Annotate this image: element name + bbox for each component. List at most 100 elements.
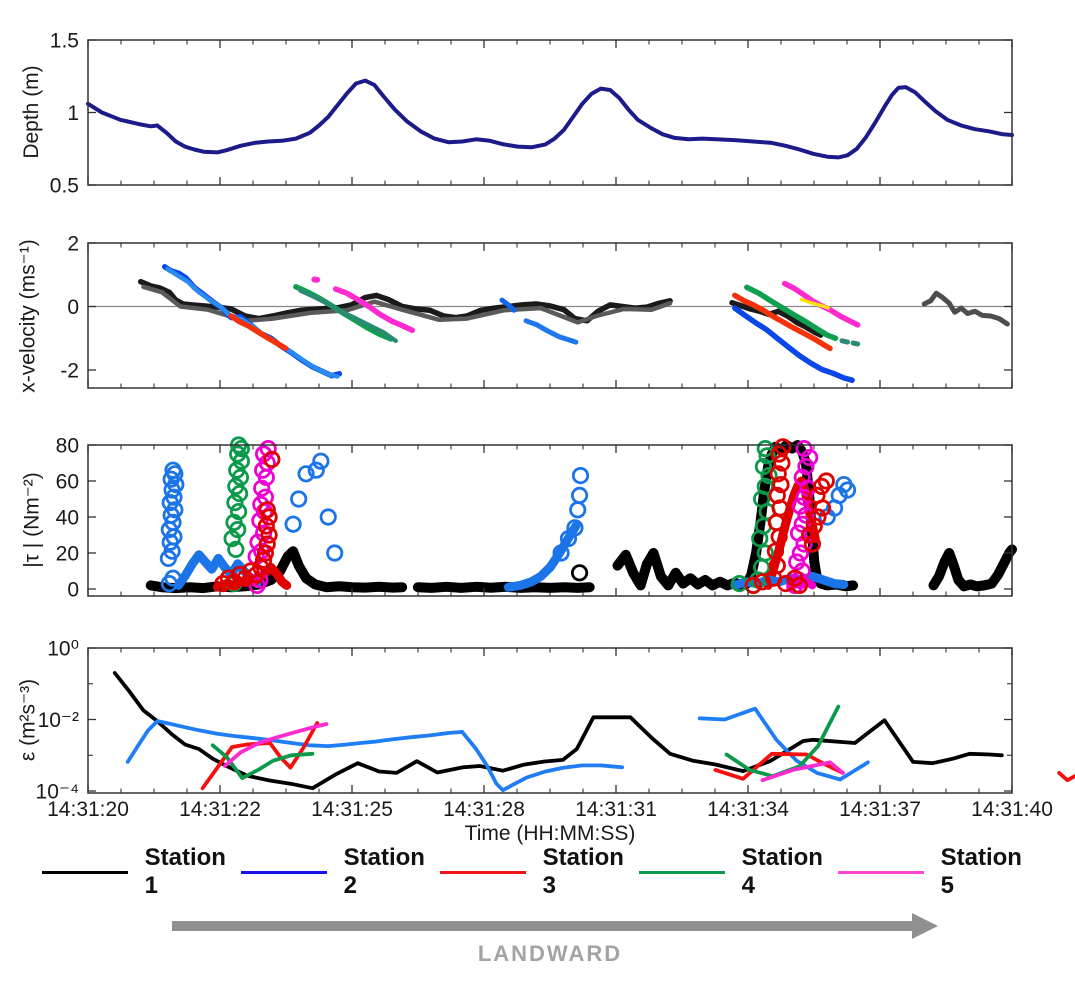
stress-point-t3-red-col2 (772, 475, 790, 494)
stress-point-t3-red-cluster2 (817, 472, 835, 490)
stress-series-t1-black-a (145, 546, 408, 594)
depth-ytick-label: 1 (67, 102, 79, 125)
stress-ytick-label: 20 (56, 543, 79, 566)
velocity-ytick-label: 0 (67, 296, 79, 319)
stress-point-t3-red-col2 (769, 465, 787, 483)
time-tick-label: 14:31:28 (443, 798, 525, 821)
stress-point-t2-blue-ramp-circles (571, 466, 590, 485)
legend-label-station-1: Station 1 (144, 844, 226, 899)
stress-point-t2-blue-mid (319, 508, 337, 526)
stress-point-t3-red-cluster2 (808, 486, 826, 504)
velocity-series-s2-blue-b (732, 305, 855, 383)
velocity-ytick-label: -2 (60, 360, 79, 383)
stress-point-t5-magenta-col2 (791, 544, 810, 562)
stress-point-t4-green-col2 (758, 447, 776, 465)
velocity-series-s5-magenta-a (332, 286, 416, 334)
time-tick-label: 14:31:37 (839, 798, 921, 821)
stress-point-t2-blue-ramp-circles (570, 486, 589, 504)
velocity-ytick-label: 2 (67, 233, 79, 256)
stress-ylabel: |τ | (Nm⁻²) (20, 472, 44, 568)
time-tick-label: 14:31:31 (575, 798, 657, 821)
dissipation-series-e4-green-a (210, 743, 315, 780)
stress-point-t3-red-col2 (768, 486, 786, 504)
legend-label-station-4: Station 4 (741, 844, 823, 899)
depth-axes-box (87, 39, 1013, 186)
stress-series-t2-blue-ramp (503, 521, 581, 592)
stress-point-t2-blue-col1 (164, 569, 182, 587)
stress-point-t5-magenta-col1 (256, 488, 275, 506)
stress-point-t5-magenta-col1 (259, 439, 277, 458)
stress-point-t2-blue-col1 (164, 461, 182, 479)
velocity-series-s4-green-b (744, 284, 839, 342)
legend-line-station-2 (241, 870, 327, 874)
depth-ylabel: Depth (m) (20, 65, 43, 159)
landward-arrow (172, 913, 938, 939)
stress-ytick-label: 0 (67, 579, 79, 602)
legend-label-station-2: Station 2 (343, 844, 425, 899)
time-tick-label: 14:31:34 (707, 798, 789, 821)
stress-point-t5-magenta-col2 (795, 439, 813, 458)
stress-point-t5-magenta-col2 (793, 468, 811, 486)
stress-point-t5-magenta-col2 (797, 457, 815, 476)
stress-point-t3-red-cluster2 (753, 573, 772, 591)
dissipation-series-e3-red-edge (1057, 771, 1075, 783)
stress-point-t2-blue-right (838, 481, 857, 499)
dissipation-series-e1-black (112, 671, 1004, 791)
velocity-series-s1-gray-b (921, 290, 1010, 327)
velocity-series-s1-gray-a (141, 284, 673, 325)
stress-point-t5-magenta-col2 (791, 497, 810, 515)
stress-point-t2-blue-ramp-circles (552, 544, 570, 562)
stress-point-t5-magenta-col2 (788, 553, 806, 571)
stress-point-t3-red-cluster2 (790, 576, 809, 595)
stress-point-t2-blue-col1 (164, 513, 182, 532)
landward-label: LANDWARD (477, 941, 623, 966)
dissipation-series-e2-blue-a (125, 719, 624, 793)
velocity-series-s1-black-b (729, 299, 824, 338)
stress-point-t2-blue-mid (290, 490, 308, 508)
stress-point-t2-blue-ramp-circles (566, 519, 584, 537)
stress-point-t4-green-col1 (228, 461, 246, 479)
legend-item-station-4: Station 4 (639, 844, 838, 900)
stress-point-t2-blue-mid (312, 452, 330, 470)
stress-point-t3-red-cluster2 (805, 517, 823, 535)
velocity-series-s4-teal-a (298, 288, 398, 344)
stress-ytick-label: 60 (56, 471, 79, 494)
velocity-series-s5-yellow-core (799, 297, 830, 310)
landward-arrow-head-icon (912, 913, 938, 939)
velocity-series-s2-blue-mid2 (523, 318, 579, 345)
velocity-series-s3-red-b (732, 292, 833, 352)
dissipation-series-e5-magenta-b (760, 760, 845, 783)
legend-item-station-3: Station 3 (440, 844, 639, 900)
stress-point-t2-blue-mid (326, 544, 344, 562)
time-axis-label: Time (HH:MM:SS) (464, 822, 636, 845)
legend-label-station-5: Station 5 (940, 844, 1022, 899)
stress-point-t2-blue-col1 (165, 488, 183, 506)
legend-line-station-3 (440, 870, 526, 874)
stress-point-t4-green-col1 (230, 502, 248, 521)
stress-point-t3-red-col1 (258, 535, 276, 553)
stress-point-t5-magenta-col2 (789, 524, 808, 542)
stress-point-t3-red-col1 (260, 526, 278, 544)
stress-point-t2-blue-mid (307, 461, 325, 479)
stress-point-t3-red-col2 (774, 438, 792, 456)
stress-point-t4-green-col2 (754, 457, 773, 476)
depth-ytick-label: 1.5 (50, 30, 79, 53)
stress-point-t3-red-col1 (260, 508, 278, 526)
legend-item-station-1: Station 1 (42, 844, 241, 900)
stress-point-t2-blue-ramp-circles (569, 501, 587, 519)
stress-series-t1-black-d (928, 544, 1017, 592)
legend-label-station-3: Station 3 (542, 844, 624, 899)
velocity-series-s3-red-a (228, 313, 289, 352)
time-tick-label: 14:31:25 (311, 798, 393, 821)
stress-ytick-label: 80 (56, 435, 79, 458)
legend: Station 1 Station 2 Station 3 Station 4 … (42, 844, 1037, 899)
stress-point-t4-green-col1 (227, 540, 245, 559)
stress-point-t3-red-cluster2 (809, 508, 827, 526)
velocity-ylabel: x-velocity (ms⁻¹) (16, 239, 40, 393)
velocity-series-s4-green-b-dash (839, 338, 850, 345)
legend-line-station-4 (639, 870, 725, 874)
stress-point-t4-green-col2 (756, 477, 774, 495)
stress-series-t1-black-c (612, 548, 753, 591)
